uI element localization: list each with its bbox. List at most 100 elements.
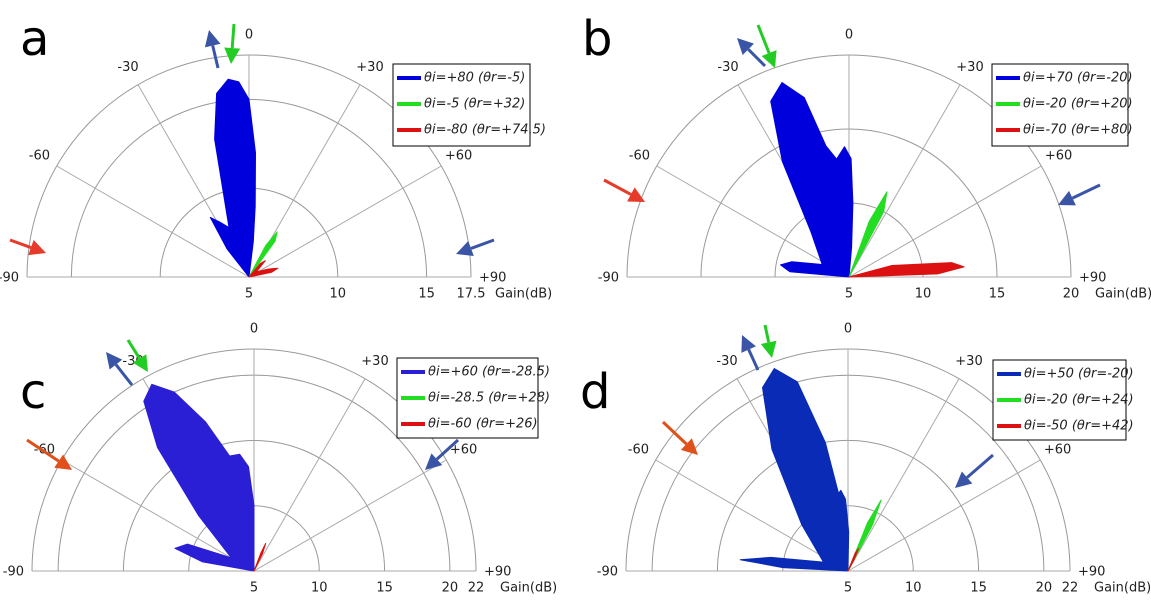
theta-tick-label: -30: [717, 60, 738, 75]
grid-spoke: [847, 378, 960, 572]
lobe: [739, 368, 850, 572]
r-tick-label: 5: [250, 581, 258, 596]
arrow-head: [456, 240, 474, 256]
legend-label: θi=-5 (θr=+32): [424, 97, 525, 112]
axis-label: Gain(dB): [495, 287, 552, 302]
legend-label: θi=+60 (θr=-28.5): [428, 365, 550, 380]
legend-label: θi=-50 (θr=+42): [1024, 419, 1134, 434]
arrow-head: [737, 38, 754, 55]
arrow-shaft: [603, 178, 632, 196]
theta-tick-label: +60: [1045, 149, 1072, 164]
arrow-head: [741, 335, 756, 353]
legend: θi=+50 (θr=-20) θi=-20 (θr=+24) θi=-50 (θr…: [992, 359, 1134, 441]
axis-label: Gain(dB): [1094, 581, 1151, 596]
legend: θi=+60 (θr=-28.5) θi=-28.5 (θr=+28) θi=-60…: [396, 357, 550, 439]
theta-tick-label: -90: [0, 271, 19, 286]
theta-tick-label: -60: [29, 149, 50, 164]
grid-spoke: [56, 165, 250, 278]
arrow-head: [224, 47, 241, 64]
arrow-shaft: [756, 24, 771, 54]
arrow-shaft: [763, 324, 771, 343]
arrow-shaft: [435, 438, 460, 461]
r-tick-label: 10: [311, 581, 328, 596]
grid-spoke: [248, 165, 442, 278]
arrow-head: [425, 453, 443, 470]
panel-label: d: [580, 364, 610, 420]
panel-label: a: [20, 11, 49, 67]
theta-tick-label: -60: [629, 149, 650, 164]
theta-tick-label: +90: [484, 565, 511, 580]
grid-spoke: [656, 165, 850, 278]
theta-tick-label: +60: [1044, 443, 1071, 458]
axis-label: Gain(dB): [1095, 287, 1151, 302]
theta-tick-label: -90: [598, 271, 619, 286]
arrow-head: [28, 240, 46, 256]
theta-tick-label: +30: [956, 60, 983, 75]
arrow-head: [627, 187, 645, 202]
r-tick-label: 15: [970, 581, 987, 596]
lobe: [209, 78, 256, 278]
arrow-shaft: [126, 339, 141, 360]
panel-label: b: [582, 11, 612, 67]
legend-label: θi=-20 (θr=+24): [1024, 393, 1134, 408]
r-tick-label: 10: [915, 287, 932, 302]
arrow-shaft: [747, 48, 767, 68]
panel-label: c: [20, 364, 46, 420]
arrow-shaft: [9, 238, 32, 249]
theta-tick-label: +90: [1078, 565, 1105, 580]
legend: θi=+70 (θr=-20) θi=-20 (θr=+20) θi=-70 (θr…: [991, 63, 1133, 147]
grid-spoke: [61, 459, 255, 572]
r-tick-label: 10: [330, 287, 347, 302]
axis-label: Gain(dB): [500, 581, 557, 596]
theta-tick-label: +30: [361, 354, 388, 369]
arrow-head: [1058, 190, 1076, 206]
lobe: [770, 82, 854, 278]
theta-tick-label: +60: [450, 443, 477, 458]
grid-spoke: [253, 378, 366, 572]
arrow-head: [204, 30, 221, 48]
theta-tick-label: -30: [716, 354, 737, 369]
r-tick-label: 15: [376, 581, 393, 596]
r-tick-label: 17.5: [457, 287, 486, 302]
theta-tick-label: -90: [597, 565, 618, 580]
theta-tick-label: 0: [845, 28, 853, 43]
theta-tick-label: 0: [245, 28, 253, 43]
arrow-head: [106, 352, 123, 370]
lobe: [253, 542, 267, 572]
arrow-shaft: [470, 238, 495, 250]
lobe: [847, 548, 859, 572]
arrow-shaft: [114, 363, 134, 386]
legend-label: θi=-60 (θr=+26): [428, 417, 538, 432]
legend-label: θi=+80 (θr=-5): [424, 71, 525, 86]
r-tick-label: 15: [418, 287, 435, 302]
theta-tick-label: +60: [445, 149, 472, 164]
grid-spoke: [655, 459, 849, 572]
arrow-shaft: [747, 348, 760, 371]
arrow-head: [132, 354, 148, 372]
r-tick-label: 15: [989, 287, 1006, 302]
arrow-shaft: [211, 45, 220, 69]
legend-label: θi=+70 (θr=-20): [1023, 71, 1133, 86]
r-tick-label: 5: [845, 287, 853, 302]
theta-tick-label: +30: [356, 60, 383, 75]
arrow-shaft: [26, 438, 60, 463]
lobe: [848, 191, 888, 278]
theta-tick-label: 0: [250, 322, 258, 337]
r-tick-label: 22: [468, 581, 485, 596]
lobe: [248, 231, 278, 278]
theta-tick-label: -30: [117, 60, 138, 75]
arrow-shaft: [661, 420, 688, 446]
grid-spoke: [847, 459, 1041, 572]
lobe: [143, 383, 255, 572]
arrow-shaft: [230, 23, 236, 49]
legend-label: θi=-70 (θr=+80): [1023, 123, 1133, 138]
arrow-head: [955, 471, 973, 488]
theta-tick-label: +90: [1079, 271, 1106, 286]
r-tick-label: 20: [1036, 581, 1053, 596]
grid-spoke: [253, 459, 447, 572]
arrow-head: [760, 340, 777, 358]
arrow-head: [680, 438, 698, 455]
arrow-head: [54, 454, 72, 470]
grid-spoke: [848, 165, 1042, 278]
